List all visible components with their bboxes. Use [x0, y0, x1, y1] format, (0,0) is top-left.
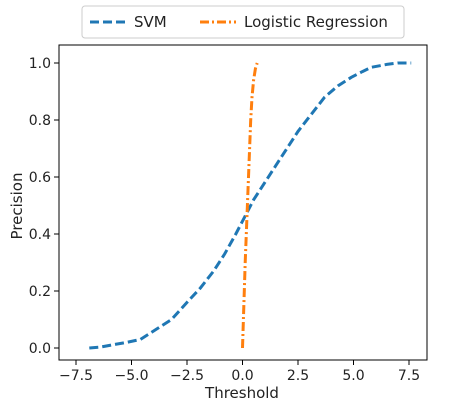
- x-tick-label: 5.0: [342, 368, 364, 384]
- legend-label: Logistic Regression: [244, 13, 388, 31]
- x-tick-label: 7.5: [398, 368, 420, 384]
- series-line-svm: [89, 61, 412, 350]
- x-axis-label: Threshold: [204, 384, 279, 402]
- y-tick-label: 1.0: [29, 56, 51, 72]
- y-tick-label: 0.2: [29, 284, 51, 300]
- x-tick-label: −7.5: [59, 368, 93, 384]
- series-line-logistic-regression: [241, 62, 259, 349]
- y-axis-label: Precision: [8, 173, 26, 240]
- y-tick-label: 0.4: [29, 227, 51, 243]
- y-tick-label: 0.0: [29, 341, 51, 357]
- y-tick-label: 0.8: [29, 113, 51, 129]
- x-axis: −7.5 −5.0 −2.5 0.0 2.5 5.0 7.5: [59, 360, 420, 384]
- legend-box: [81, 5, 405, 39]
- x-tick-label: 2.5: [287, 368, 309, 384]
- y-axis: 0.0 0.2 0.4 0.6 0.8 1.0: [29, 56, 59, 357]
- x-tick-label: 0.0: [231, 368, 253, 384]
- x-tick-label: −2.5: [170, 368, 204, 384]
- plot-area: [58, 44, 428, 361]
- legend-label: SVM: [134, 13, 167, 31]
- y-tick-label: 0.6: [29, 170, 51, 186]
- x-tick-label: −5.0: [115, 368, 149, 384]
- legend: SVM Logistic Regression: [81, 5, 405, 39]
